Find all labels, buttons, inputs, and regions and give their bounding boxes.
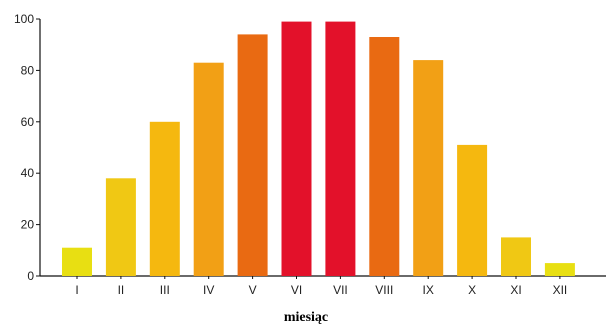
x-tick-label-II: II bbox=[118, 283, 125, 297]
bar-IX bbox=[413, 60, 444, 276]
x-tick-label-VI: VI bbox=[291, 283, 302, 297]
bar-V bbox=[237, 34, 268, 277]
y-tick-label: 60 bbox=[21, 115, 35, 129]
y-tick-label: 20 bbox=[21, 218, 35, 232]
x-tick-label-IX: IX bbox=[423, 283, 434, 297]
y-tick-label: 0 bbox=[27, 269, 34, 283]
x-tick-label-VIII: VIII bbox=[375, 283, 393, 297]
bar-I bbox=[62, 247, 92, 276]
y-tick-label: 100 bbox=[14, 12, 34, 26]
bar-VII bbox=[325, 21, 356, 276]
x-axis-title: miesiąc bbox=[284, 310, 328, 325]
bar-IV bbox=[193, 62, 224, 277]
bar-VI bbox=[281, 21, 312, 276]
x-axis bbox=[40, 275, 606, 279]
x-tick-label-X: X bbox=[468, 283, 476, 297]
bar-XII bbox=[544, 263, 575, 276]
bar-X bbox=[457, 144, 488, 276]
x-tick-label-XI: XI bbox=[510, 283, 521, 297]
bar-III bbox=[149, 121, 180, 276]
y-tick-label: 40 bbox=[21, 166, 35, 180]
x-tick-label-I: I bbox=[75, 283, 78, 297]
x-tick-label-IV: IV bbox=[203, 283, 214, 297]
y-tick-label: 80 bbox=[21, 63, 35, 77]
x-tick-label-VII: VII bbox=[333, 283, 348, 297]
x-tick-label-V: V bbox=[249, 283, 257, 297]
bar-VIII bbox=[369, 37, 400, 276]
x-tick-label-XII: XII bbox=[553, 283, 568, 297]
x-tick-label-III: III bbox=[160, 283, 170, 297]
category-labels: I II III IV V VI VII VIII IX X XI XII bbox=[75, 283, 567, 297]
y-axis: 0 20 40 60 80 100 bbox=[14, 12, 41, 283]
bar-II bbox=[105, 178, 136, 276]
bar-XI bbox=[501, 237, 531, 276]
bars bbox=[62, 21, 575, 277]
